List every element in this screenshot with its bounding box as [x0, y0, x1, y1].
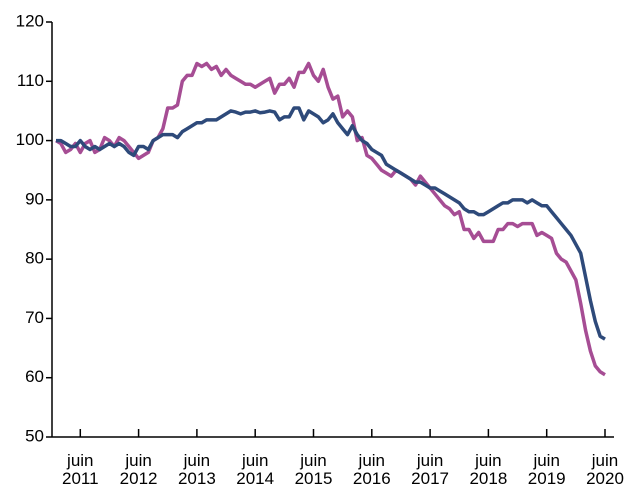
x-tick-label: juin 2013 — [178, 451, 216, 486]
y-tick-label: 60 — [25, 367, 44, 386]
x-tick-label: juin 2011 — [62, 451, 99, 486]
y-tick-label: 80 — [25, 249, 44, 268]
x-tick-label: juin 2016 — [353, 451, 391, 486]
series-line — [55, 61, 606, 377]
x-tick-label: juin 2015 — [295, 451, 333, 486]
y-tick-label: 100 — [16, 130, 44, 149]
y-tick-label: 90 — [25, 189, 44, 208]
x-tick-label: juin 2014 — [236, 451, 274, 486]
x-tick-label: juin 2019 — [528, 451, 566, 486]
y-tick-label: 110 — [17, 71, 44, 90]
x-tick-label: juin 2020 — [586, 451, 624, 486]
x-tick-label: juin 2017 — [411, 451, 449, 486]
series-line — [56, 106, 606, 341]
y-tick-label: 50 — [25, 426, 44, 445]
y-tick-label: 120 — [16, 11, 44, 30]
y-tick-label: 70 — [25, 308, 44, 327]
x-tick-label: juin 2018 — [469, 451, 507, 486]
x-tick-label: juin 2012 — [120, 451, 158, 486]
